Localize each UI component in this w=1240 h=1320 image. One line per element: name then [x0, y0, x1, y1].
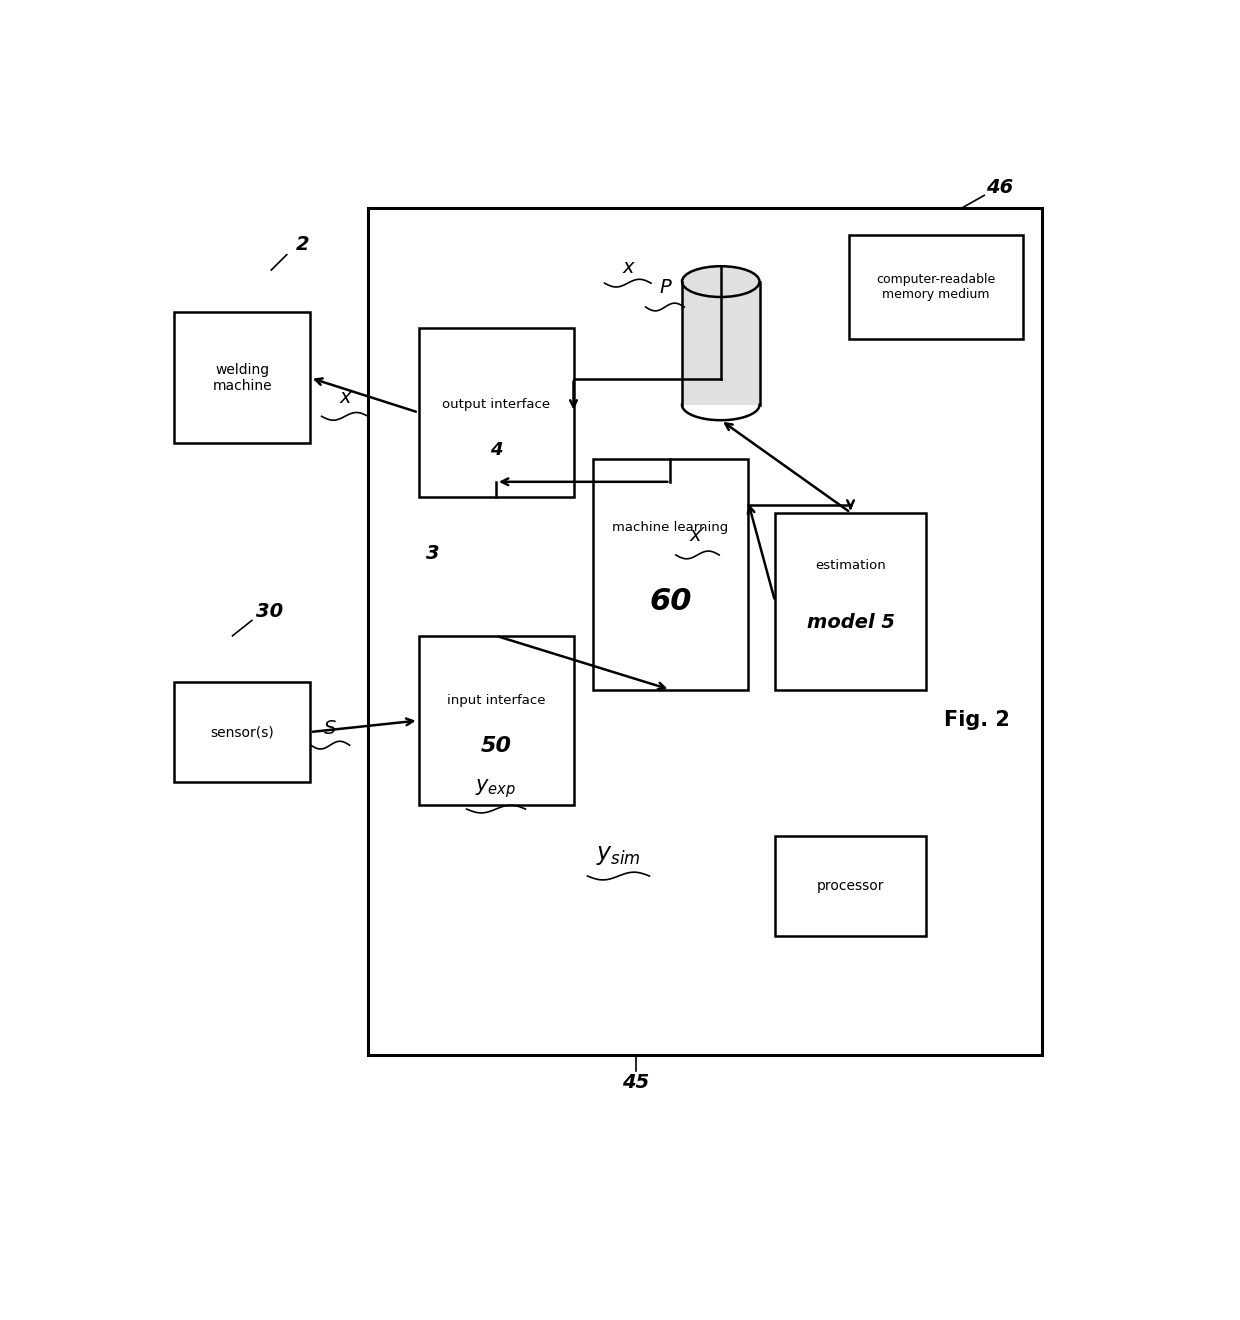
Text: S: S [324, 718, 336, 738]
Text: 4: 4 [490, 441, 502, 459]
Text: sensor(s): sensor(s) [211, 725, 274, 739]
Text: 45: 45 [622, 1073, 649, 1092]
Text: input interface: input interface [446, 694, 546, 706]
Text: machine learning: machine learning [613, 521, 729, 535]
Bar [775, 836, 926, 936]
Text: estimation: estimation [815, 560, 885, 573]
Text: 3: 3 [425, 544, 439, 562]
Text: x: x [339, 388, 351, 407]
Text: 60: 60 [649, 587, 692, 616]
Text: Fig. 2: Fig. 2 [944, 710, 1009, 730]
Text: welding
machine: welding machine [212, 363, 272, 393]
Text: model 5: model 5 [806, 612, 894, 632]
Text: computer-readable
memory medium: computer-readable memory medium [877, 273, 996, 301]
Bar [175, 313, 310, 444]
Text: P: P [660, 279, 671, 297]
Text: $y_{exp}$: $y_{exp}$ [475, 777, 517, 800]
Text: 30: 30 [257, 602, 283, 620]
Bar [419, 636, 573, 805]
Bar [775, 512, 926, 689]
Text: x: x [622, 259, 634, 277]
Text: output interface: output interface [441, 397, 551, 411]
Text: 46: 46 [986, 178, 1013, 197]
Ellipse shape [682, 267, 759, 297]
Bar [848, 235, 1023, 339]
Text: 2: 2 [295, 235, 309, 255]
Bar [175, 682, 310, 781]
Text: processor: processor [817, 879, 884, 894]
Bar [368, 209, 1043, 1056]
Text: x′: x′ [689, 527, 706, 545]
Polygon shape [682, 281, 759, 405]
Text: $y_{sim}$: $y_{sim}$ [596, 843, 641, 867]
Text: 50: 50 [481, 737, 511, 756]
Bar [593, 459, 748, 689]
Bar [419, 327, 573, 498]
